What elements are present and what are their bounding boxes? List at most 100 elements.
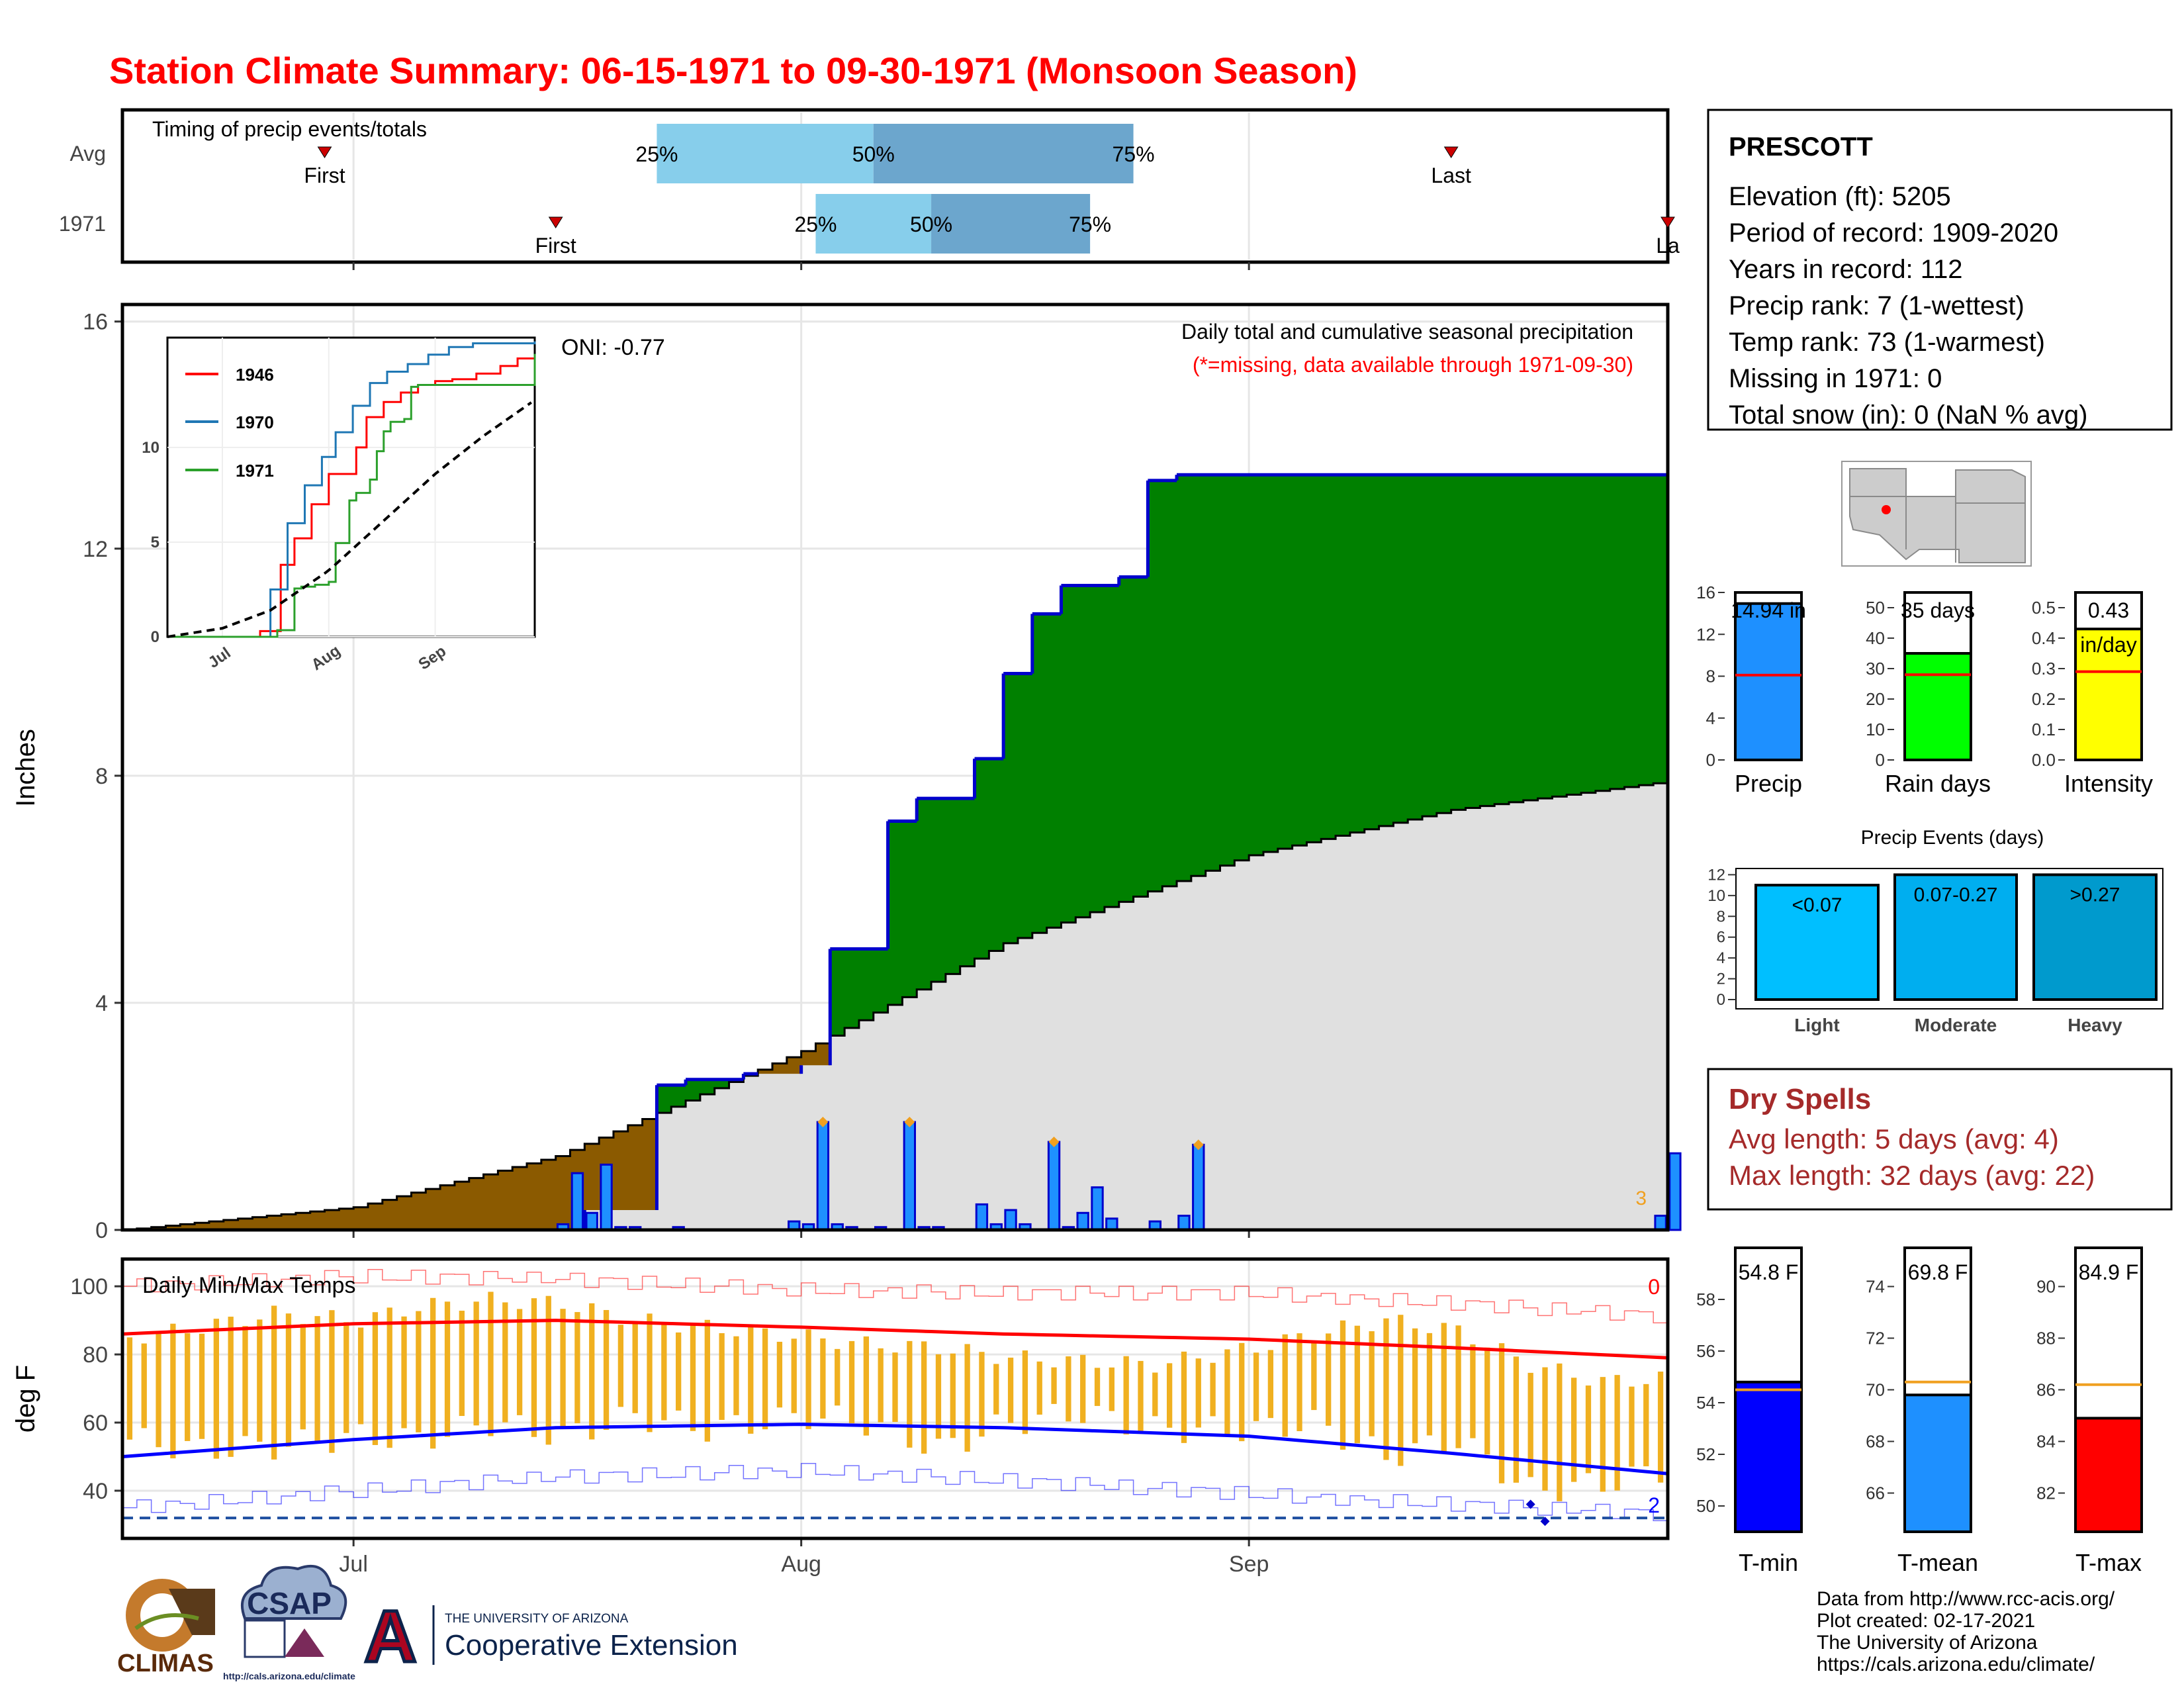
daily-precip-bar [1177, 1215, 1191, 1231]
summary-y-tick-label: 0.1 [2032, 720, 2056, 739]
precip-event-range: 0.07-0.27 [1914, 884, 1998, 906]
daily-temp-range-bar [1441, 1323, 1447, 1453]
daily-precip-bar [570, 1172, 584, 1231]
daily-temp-range-bar [690, 1323, 696, 1431]
temp-bar-y-tick-label: 54 [1696, 1393, 1715, 1413]
daily-temp-range-bar [964, 1344, 970, 1452]
temp-bar-y-tick-label: 58 [1696, 1289, 1715, 1309]
daily-temp-range-bar [704, 1319, 710, 1442]
events-y-tick-label: 2 [1717, 970, 1725, 988]
csap-logo: CSAP http://cals.arizona.edu/climate [223, 1565, 355, 1681]
inset-y-tick-label: 0 [151, 628, 159, 646]
daily-precip-bar [816, 1121, 830, 1231]
csap-url: http://cals.arizona.edu/climate [223, 1671, 355, 1681]
quartile-box-25-50 [815, 194, 932, 254]
daily-precip-bar [975, 1203, 989, 1231]
daily-temp-range-bar [488, 1291, 494, 1436]
daily-temp-range-bar [1614, 1375, 1620, 1491]
x-axis-month-label: Sep [1229, 1552, 1269, 1577]
daily-temp-range-bar [1066, 1356, 1071, 1422]
cold-days-count: 2 [1648, 1493, 1660, 1517]
precip-event-bar-heavy [2032, 873, 2158, 1002]
precip-y-tick-label: 12 [83, 537, 108, 562]
daily-temp-range-bar [1557, 1363, 1563, 1501]
temp-bar-y-tick-label: 88 [2036, 1329, 2056, 1348]
last-bar-label: 3 [1635, 1188, 1647, 1209]
events-y-tick-label: 0 [1717, 991, 1725, 1009]
daily-temp-range-bar [1398, 1315, 1404, 1466]
temp-y-tick-label: 100 [70, 1274, 108, 1299]
oni-label: ONI: -0.77 [561, 335, 665, 360]
temp-bar-0 [1734, 1380, 1803, 1534]
daily-temp-range-bar [257, 1319, 263, 1442]
summary-y-tick-label: 0 [1876, 750, 1885, 770]
daily-temp-range-bar [1643, 1383, 1649, 1467]
daily-precip-bar [1654, 1215, 1667, 1231]
heavy-event-marker [904, 1117, 915, 1128]
temp-bar-label: T-max [2075, 1549, 2142, 1576]
quartile-label: 75% [1069, 212, 1111, 236]
summary-bar-label: Precip [1735, 770, 1802, 797]
credit-plot-date: Plot created: 02-17-2021 [1817, 1610, 2035, 1632]
daily-temp-range-bar [863, 1336, 870, 1436]
daily-temp-range-bar [1629, 1386, 1635, 1467]
daily-precip-bar [1004, 1209, 1017, 1231]
daily-temp-range-bar [878, 1348, 884, 1423]
daily-temp-range-bar [676, 1332, 682, 1411]
missing-note: (*=missing, data available through 1971-… [1193, 353, 1633, 377]
temp-line-record_min [122, 1463, 1668, 1521]
summary-y-tick-label: 0.4 [2032, 628, 2056, 648]
temp-bar-y-tick-label: 68 [1866, 1432, 1885, 1452]
summary-y-tick-label: 40 [1866, 628, 1885, 648]
daily-temp-range-bar [1326, 1333, 1332, 1426]
summary-y-tick-label: 0.0 [2032, 750, 2056, 770]
daily-temp-range-bar [545, 1295, 551, 1445]
locator-map [1841, 461, 2032, 567]
daily-temp-range-bar [285, 1313, 292, 1447]
temp-bar-1 [1903, 1393, 1972, 1534]
daily-temp-range-bar [1080, 1354, 1086, 1423]
temp-bar-value: 54.8 F [1739, 1260, 1799, 1284]
deficit-area [122, 1043, 831, 1230]
temp-panel-title: Daily Min/Max Temps [142, 1273, 355, 1298]
summary-bars: 0 4 8 12 16 14.94 in Precip 0 10 20 30 40 50 35 days R… [1696, 583, 2153, 797]
temp-y-tick-label: 40 [83, 1479, 108, 1504]
summary-y-tick-label: 16 [1696, 583, 1715, 602]
events-y-tick-label: 6 [1717, 929, 1725, 947]
daily-temp-range-bar [1152, 1372, 1158, 1417]
daily-temp-range-bar [835, 1348, 841, 1406]
daily-temp-range-bar [617, 1325, 624, 1407]
daily-temp-range-bar [1369, 1331, 1375, 1436]
daily-precip-bar [1091, 1186, 1104, 1231]
temp-bar-value: 84.9 F [2079, 1260, 2139, 1284]
daily-temp-range-bar [372, 1312, 379, 1445]
daily-temp-range-bar [459, 1311, 465, 1417]
daily-temp-range-bar [213, 1319, 219, 1459]
daily-temp-range-bar [1210, 1362, 1216, 1417]
precip-events-chart: Precip Events (days) 0 2 4 6 8 10 12 <0.07 Light… [1707, 827, 2163, 1035]
daily-temp-range-bar [156, 1331, 161, 1448]
station-name: PRESCOTT [1729, 132, 1873, 162]
summary-bar-unit: in/day [2080, 633, 2136, 657]
temp-bar-y-tick-label: 72 [1866, 1329, 1885, 1348]
temp-bar-y-tick-label: 86 [2036, 1380, 2056, 1400]
dry-spells-box: Dry Spells Avg length: 5 days (avg: 4) M… [1707, 1068, 2173, 1211]
quartile-box-25-50 [657, 124, 874, 183]
timing-row-label-avg: Avg [69, 142, 106, 165]
precip-y-tick-label: 16 [83, 310, 108, 335]
events-y-tick-label: 10 [1707, 887, 1725, 905]
summary-y-tick-label: 0.2 [2032, 689, 2056, 709]
daily-temp-range-bar [502, 1302, 508, 1423]
daily-temp-range-bar [1340, 1320, 1346, 1450]
daily-temp-range-bar [632, 1321, 638, 1413]
precip-event-range: >0.27 [2070, 884, 2120, 906]
daily-temp-range-bar [1181, 1351, 1187, 1443]
temp-bar-2 [2074, 1417, 2143, 1533]
precip-event-bar-light [1754, 884, 1880, 1001]
daily-precip-bar [1047, 1141, 1061, 1231]
event-label-last: La [1656, 234, 1680, 258]
daily-temp-range-bar [314, 1316, 320, 1443]
daily-temp-range-bar [1470, 1344, 1476, 1438]
summary-y-tick-label: 12 [1696, 624, 1715, 644]
